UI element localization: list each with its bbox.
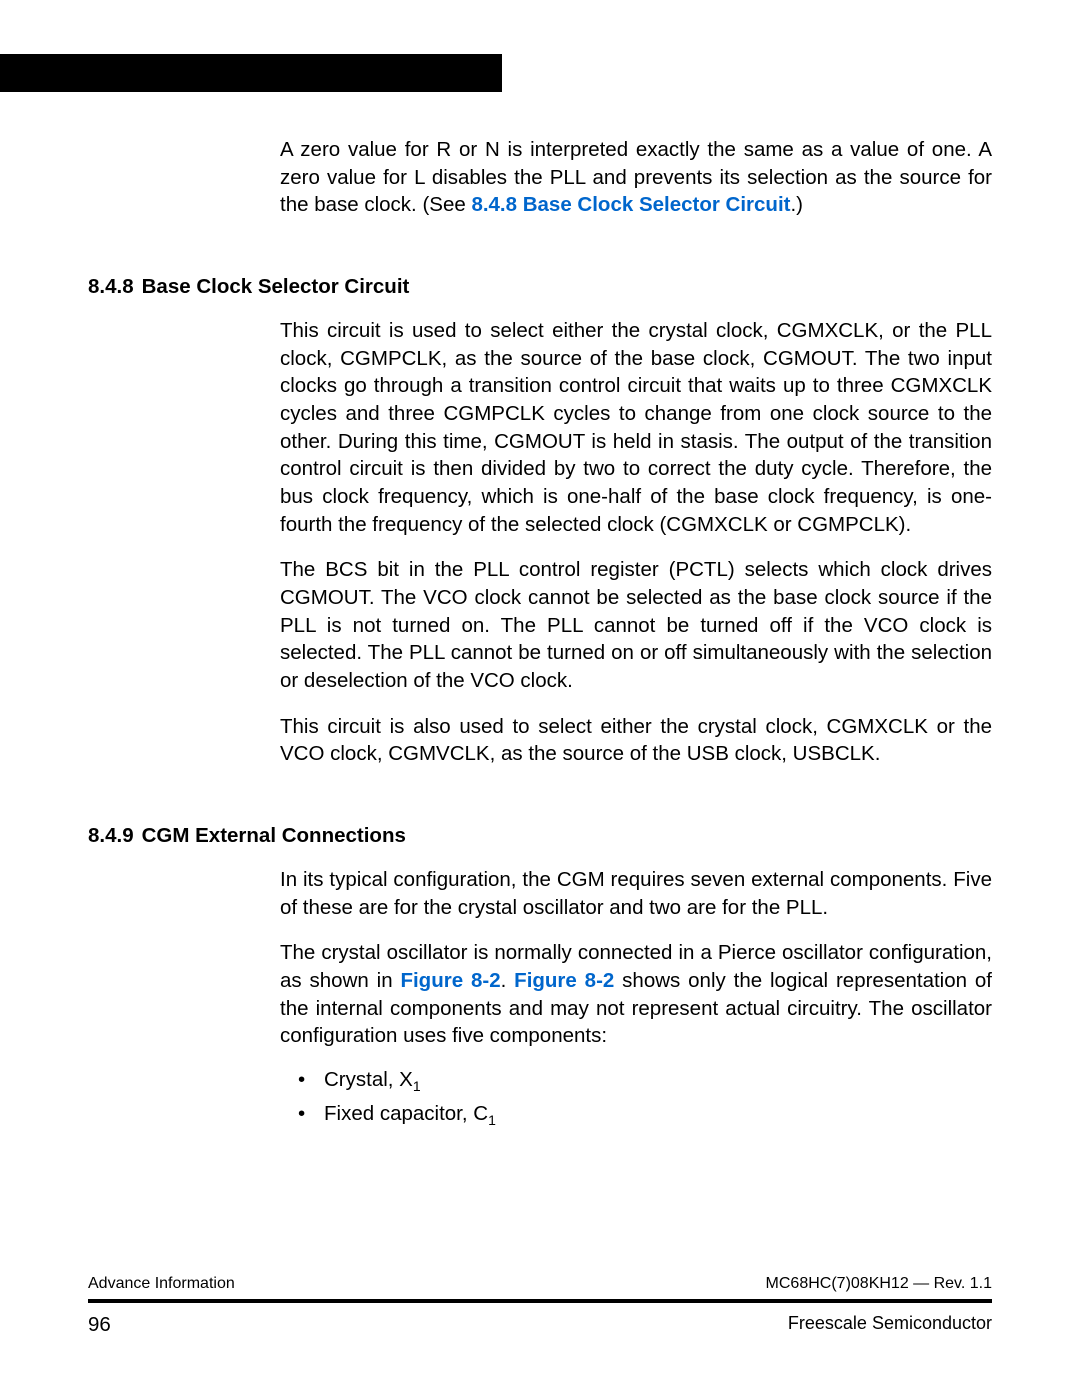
header-black-bar — [0, 54, 502, 92]
bullet-1-subscript: 1 — [413, 1078, 421, 1094]
para-848-1: This circuit is used to select either th… — [280, 317, 992, 538]
heading-849-number: 8.4.9 — [88, 824, 134, 847]
link-base-clock-selector[interactable]: 8.4.8 Base Clock Selector Circuit — [471, 193, 790, 216]
footer-bottom-row: 96 Freescale Semiconductor — [88, 1303, 992, 1337]
bullet-list-849: Crystal, X1 Fixed capacitor, C1 — [280, 1064, 992, 1132]
link-figure-8-2-b[interactable]: Figure 8-2 — [514, 969, 614, 992]
para-849-1: In its typical configuration, the CGM re… — [280, 866, 992, 921]
para-848-2: The BCS bit in the PLL control register … — [280, 556, 992, 694]
bullet-1-prefix: Crystal, X — [324, 1068, 413, 1091]
heading-848: 8.4.8 Base Clock Selector Circuit — [88, 275, 992, 299]
footer-left-top: Advance Information — [88, 1275, 235, 1293]
footer-top-row: Advance Information MC68HC(7)08KH12 — Re… — [88, 1275, 992, 1299]
para-849-2-mid: . — [501, 969, 515, 992]
heading-848-number: 8.4.8 — [88, 275, 134, 298]
footer-right-bottom: Freescale Semiconductor — [788, 1313, 992, 1337]
content-area: A zero value for R or N is interpreted e… — [88, 136, 992, 1132]
para-849-2: The crystal oscillator is normally conne… — [280, 939, 992, 1050]
page: A zero value for R or N is interpreted e… — [0, 0, 1080, 1397]
footer-right-top: MC68HC(7)08KH12 — Rev. 1.1 — [766, 1275, 992, 1293]
intro-text-after: .) — [790, 193, 803, 216]
page-footer: Advance Information MC68HC(7)08KH12 — Re… — [88, 1275, 992, 1337]
heading-849: 8.4.9 CGM External Connections — [88, 824, 992, 848]
list-item: Crystal, X1 — [280, 1064, 992, 1098]
heading-849-title: CGM External Connections — [142, 824, 406, 847]
intro-paragraph: A zero value for R or N is interpreted e… — [280, 136, 992, 219]
heading-848-title: Base Clock Selector Circuit — [142, 275, 410, 298]
list-item: Fixed capacitor, C1 — [280, 1098, 992, 1132]
bullet-2-prefix: Fixed capacitor, C — [324, 1102, 488, 1125]
page-number: 96 — [88, 1313, 111, 1337]
bullet-2-subscript: 1 — [488, 1112, 496, 1128]
para-848-3: This circuit is also used to select eith… — [280, 713, 992, 768]
link-figure-8-2-a[interactable]: Figure 8-2 — [400, 969, 500, 992]
